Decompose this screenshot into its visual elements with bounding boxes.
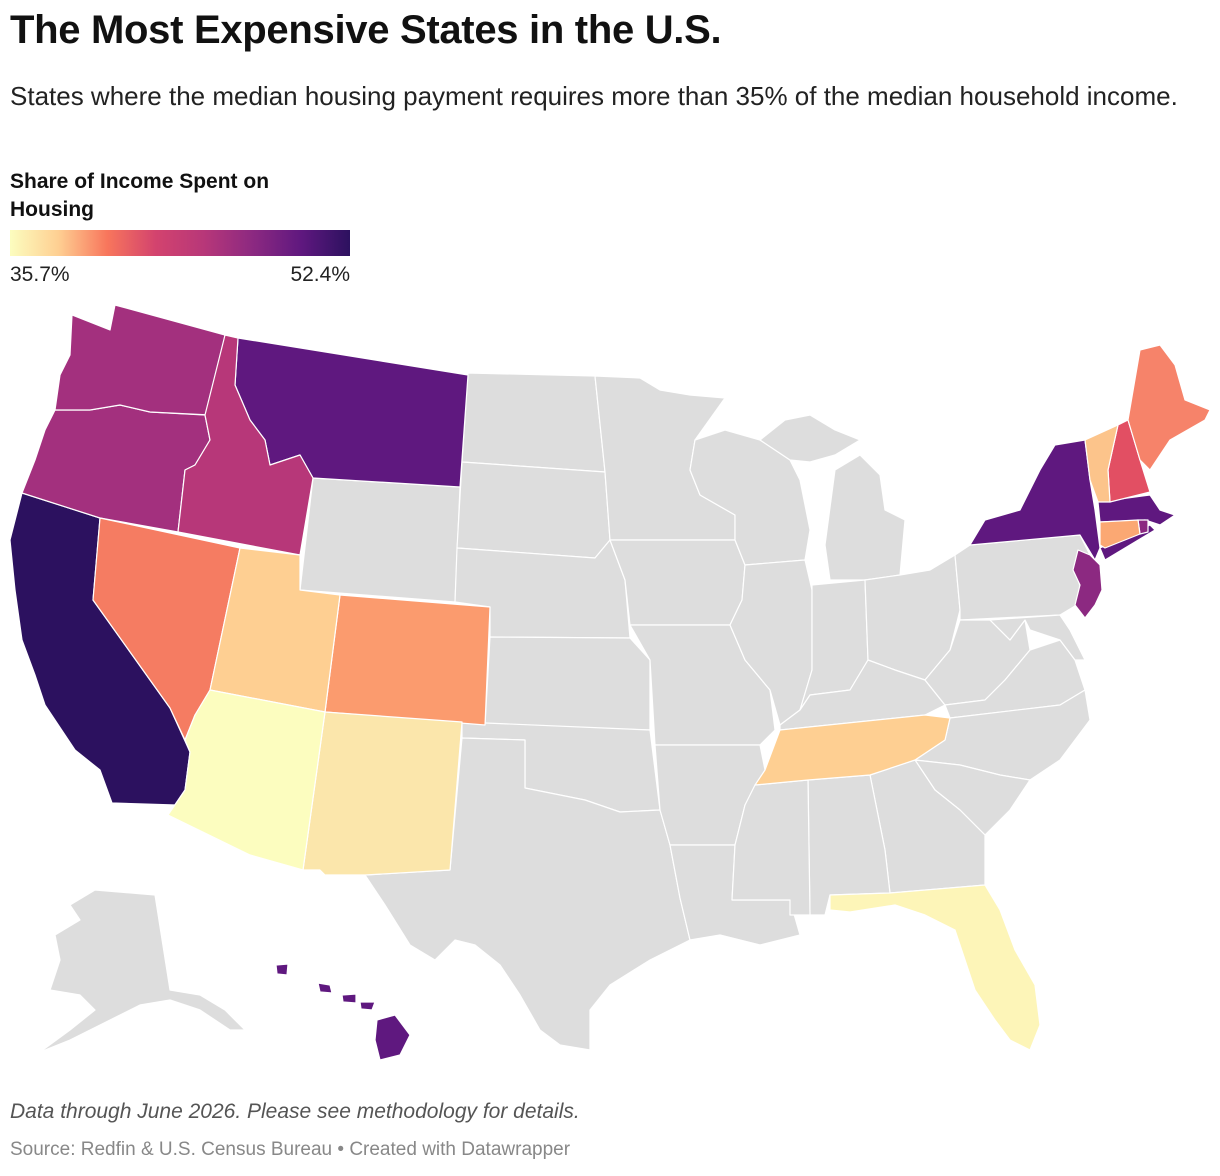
state-hawaii-part-2[interactable]: [275, 963, 289, 976]
methodology-note: Data through June 2026. Please see metho…: [10, 1100, 580, 1123]
state-hawaii-part-3[interactable]: [317, 982, 333, 994]
state-connecticut[interactable]: [1099, 519, 1141, 549]
state-washington[interactable]: [54, 304, 226, 416]
state-michigan[interactable]: [824, 454, 906, 581]
state-iowa[interactable]: [609, 539, 746, 626]
state-vermont[interactable]: [1084, 424, 1119, 503]
state-texas[interactable]: [364, 737, 691, 1051]
state-north-dakota[interactable]: [461, 372, 606, 473]
states-highlighted: [9, 304, 1211, 1061]
state-new-mexico[interactable]: [302, 711, 463, 876]
state-maryland[interactable]: [989, 614, 1086, 661]
state-idaho[interactable]: [177, 334, 314, 556]
state-south-dakota[interactable]: [456, 461, 611, 559]
chart-title: The Most Expensive States in the U.S.: [10, 8, 722, 52]
state-tennessee[interactable]: [754, 714, 951, 786]
state-arizona[interactable]: [167, 689, 326, 871]
legend-labels: 35.7% 52.4%: [10, 263, 350, 289]
state-kansas[interactable]: [484, 636, 651, 731]
state-wyoming[interactable]: [299, 477, 461, 603]
state-maine[interactable]: [1127, 344, 1211, 471]
state-pennsylvania[interactable]: [954, 534, 1091, 621]
state-new-jersey[interactable]: [1072, 549, 1103, 619]
state-florida[interactable]: [829, 884, 1041, 1051]
state-colorado[interactable]: [324, 594, 491, 726]
legend-max-label: 52.4%: [290, 263, 350, 286]
state-alaska[interactable]: [39, 889, 246, 1053]
legend-color-ramp: [10, 230, 350, 256]
state-hawaii-part-4[interactable]: [341, 993, 357, 1004]
states-no-data: [39, 372, 1091, 1053]
state-hawaii[interactable]: [374, 1014, 411, 1061]
us-choropleth-map: [9, 304, 1211, 1061]
color-legend: Share of Income Spent on Housing 35.7% 5…: [10, 168, 350, 289]
source-credit: Source: Redfin & U.S. Census Bureau • Cr…: [10, 1139, 571, 1160]
state-hawaii-part-5[interactable]: [359, 1001, 376, 1011]
chart-subtitle: States where the median housing payment …: [10, 81, 1178, 111]
state-michigan-upper[interactable]: [759, 414, 861, 463]
legend-min-label: 35.7%: [10, 263, 70, 286]
state-mississippi[interactable]: [731, 779, 811, 916]
legend-title: Share of Income Spent on Housing: [10, 170, 270, 221]
